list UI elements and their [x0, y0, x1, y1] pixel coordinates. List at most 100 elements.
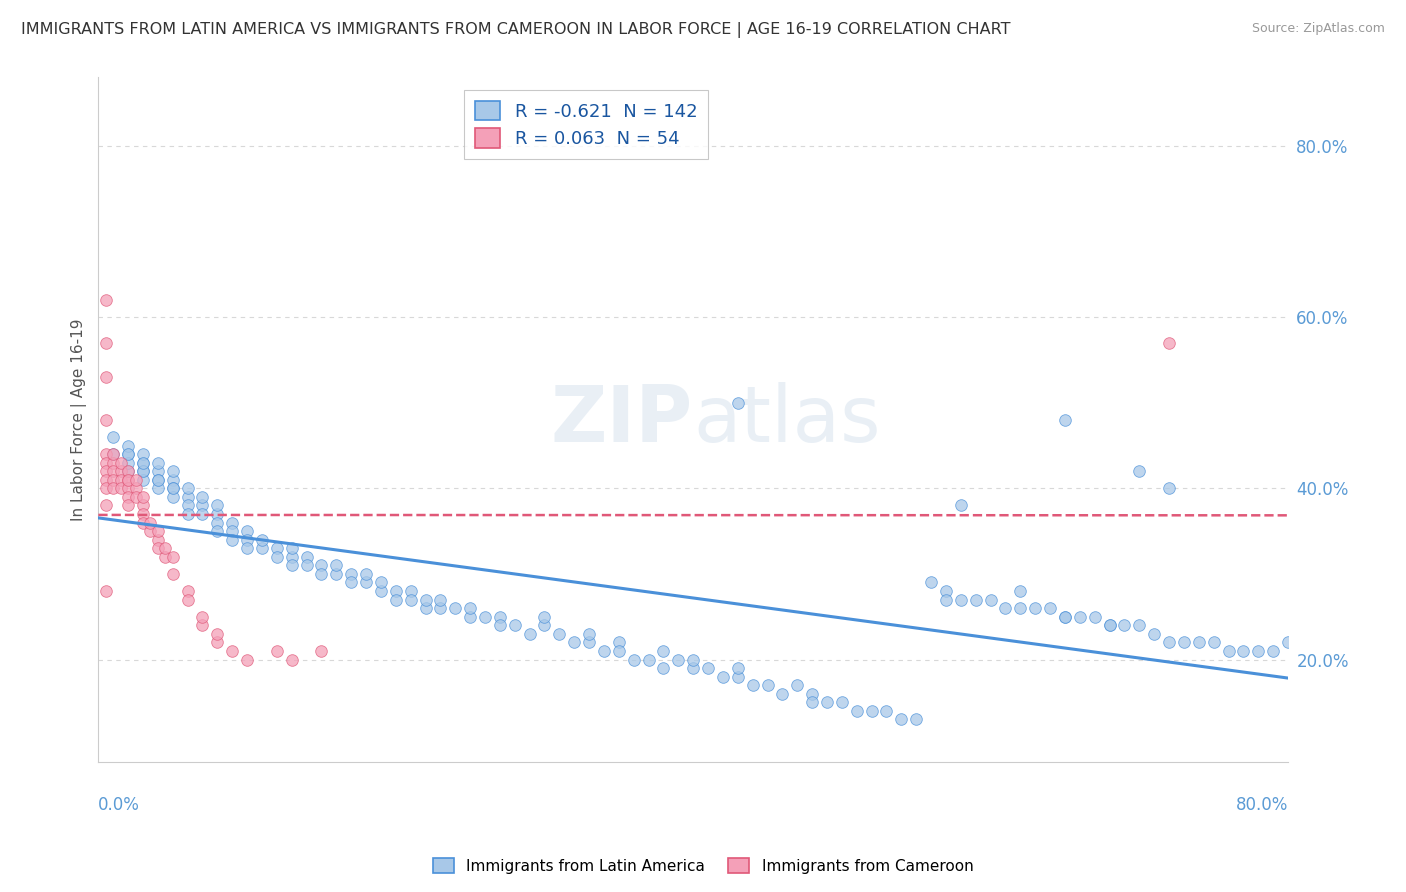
Point	[994, 601, 1017, 615]
Point	[1114, 618, 1136, 632]
Point	[295, 558, 318, 573]
Point	[311, 566, 333, 581]
Point	[117, 473, 139, 487]
Point	[1084, 609, 1107, 624]
Point	[110, 464, 132, 478]
Point	[831, 695, 853, 709]
Point	[920, 575, 942, 590]
Point	[103, 447, 125, 461]
Point	[415, 601, 437, 615]
Point	[103, 464, 125, 478]
Point	[727, 395, 749, 409]
Point	[162, 481, 184, 495]
Point	[1098, 618, 1121, 632]
Point	[1010, 601, 1032, 615]
Point	[236, 533, 259, 547]
Point	[146, 533, 169, 547]
Point	[1053, 609, 1076, 624]
Point	[221, 644, 243, 658]
Point	[236, 524, 259, 538]
Point	[103, 456, 125, 470]
Point	[94, 447, 117, 461]
Point	[1157, 635, 1180, 649]
Point	[325, 558, 347, 573]
Point	[682, 652, 704, 666]
Point	[132, 456, 155, 470]
Point	[623, 652, 645, 666]
Point	[132, 456, 155, 470]
Point	[1128, 618, 1150, 632]
Point	[280, 541, 302, 556]
Point	[340, 575, 363, 590]
Point	[489, 618, 512, 632]
Point	[949, 499, 972, 513]
Point	[236, 541, 259, 556]
Point	[176, 584, 198, 599]
Point	[682, 661, 704, 675]
Point	[1261, 644, 1284, 658]
Point	[325, 566, 347, 581]
Point	[110, 473, 132, 487]
Point	[191, 507, 214, 521]
Point	[155, 541, 177, 556]
Point	[146, 541, 169, 556]
Point	[146, 464, 169, 478]
Point	[652, 661, 675, 675]
Point	[94, 335, 117, 350]
Legend: Immigrants from Latin America, Immigrants from Cameroon: Immigrants from Latin America, Immigrant…	[426, 852, 980, 880]
Point	[117, 464, 139, 478]
Point	[132, 490, 155, 504]
Point	[146, 481, 169, 495]
Point	[444, 601, 467, 615]
Point	[162, 464, 184, 478]
Point	[935, 584, 957, 599]
Point	[146, 473, 169, 487]
Point	[876, 704, 898, 718]
Point	[415, 592, 437, 607]
Point	[162, 566, 184, 581]
Point	[207, 635, 229, 649]
Point	[221, 533, 243, 547]
Point	[578, 635, 600, 649]
Point	[132, 447, 155, 461]
Point	[117, 473, 139, 487]
Point	[354, 575, 377, 590]
Point	[103, 481, 125, 495]
Point	[176, 592, 198, 607]
Point	[139, 516, 162, 530]
Point	[607, 635, 630, 649]
Point	[815, 695, 838, 709]
Point	[607, 644, 630, 658]
Point	[266, 549, 288, 564]
Point	[503, 618, 526, 632]
Point	[578, 627, 600, 641]
Point	[191, 490, 214, 504]
Point	[94, 370, 117, 384]
Point	[250, 533, 273, 547]
Point	[458, 601, 481, 615]
Point	[801, 695, 824, 709]
Point	[162, 481, 184, 495]
Point	[103, 430, 125, 444]
Point	[221, 516, 243, 530]
Point	[236, 652, 259, 666]
Point	[117, 481, 139, 495]
Point	[117, 499, 139, 513]
Point	[949, 592, 972, 607]
Point	[132, 464, 155, 478]
Text: IMMIGRANTS FROM LATIN AMERICA VS IMMIGRANTS FROM CAMEROON IN LABOR FORCE | AGE 1: IMMIGRANTS FROM LATIN AMERICA VS IMMIGRA…	[21, 22, 1011, 38]
Point	[117, 447, 139, 461]
Point	[117, 438, 139, 452]
Point	[266, 644, 288, 658]
Point	[652, 644, 675, 658]
Point	[146, 473, 169, 487]
Point	[637, 652, 659, 666]
Point	[124, 490, 146, 504]
Point	[727, 670, 749, 684]
Point	[146, 524, 169, 538]
Point	[489, 609, 512, 624]
Point	[980, 592, 1002, 607]
Point	[1157, 481, 1180, 495]
Point	[1024, 601, 1046, 615]
Point	[124, 481, 146, 495]
